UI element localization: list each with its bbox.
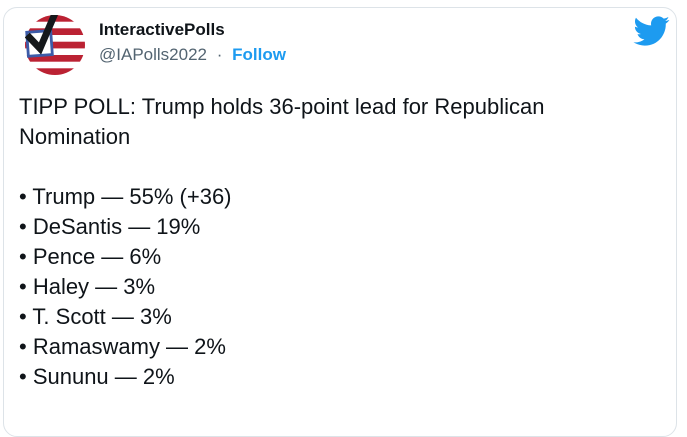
avatar[interactable] (24, 12, 85, 75)
author-info: InteractivePolls @IAPolls2022 · Follow (99, 15, 286, 66)
poll-results-list: • Trump — 55% (+36) • DeSantis — 19% • P… (19, 182, 658, 392)
poll-result-item: • Pence — 6% (19, 244, 162, 269)
tweet-card: InteractivePolls @IAPolls2022 · Follow T… (3, 7, 677, 437)
ballot-checkbox-flag-icon (24, 12, 85, 75)
handle-row: @IAPolls2022 · Follow (99, 44, 286, 66)
poll-result-item: • Sununu — 2% (19, 364, 175, 389)
poll-result-item: • DeSantis — 19% (19, 214, 201, 239)
poll-result-item: • Ramaswamy — 2% (19, 334, 226, 359)
poll-result-item: • Trump — 55% (+36) (19, 184, 232, 209)
author-handle[interactable]: @IAPolls2022 (99, 45, 207, 64)
poll-result-item: • T. Scott — 3% (19, 304, 172, 329)
twitter-bird-icon[interactable] (632, 12, 670, 50)
handle-separator: · (216, 45, 223, 64)
tweet-text: TIPP POLL: Trump holds 36-point lead for… (19, 94, 545, 149)
author-name[interactable]: InteractivePolls (99, 20, 225, 39)
tweet-header: InteractivePolls @IAPolls2022 · Follow (19, 12, 658, 75)
poll-result-item: • Haley — 3% (19, 274, 156, 299)
follow-link[interactable]: Follow (232, 45, 286, 64)
